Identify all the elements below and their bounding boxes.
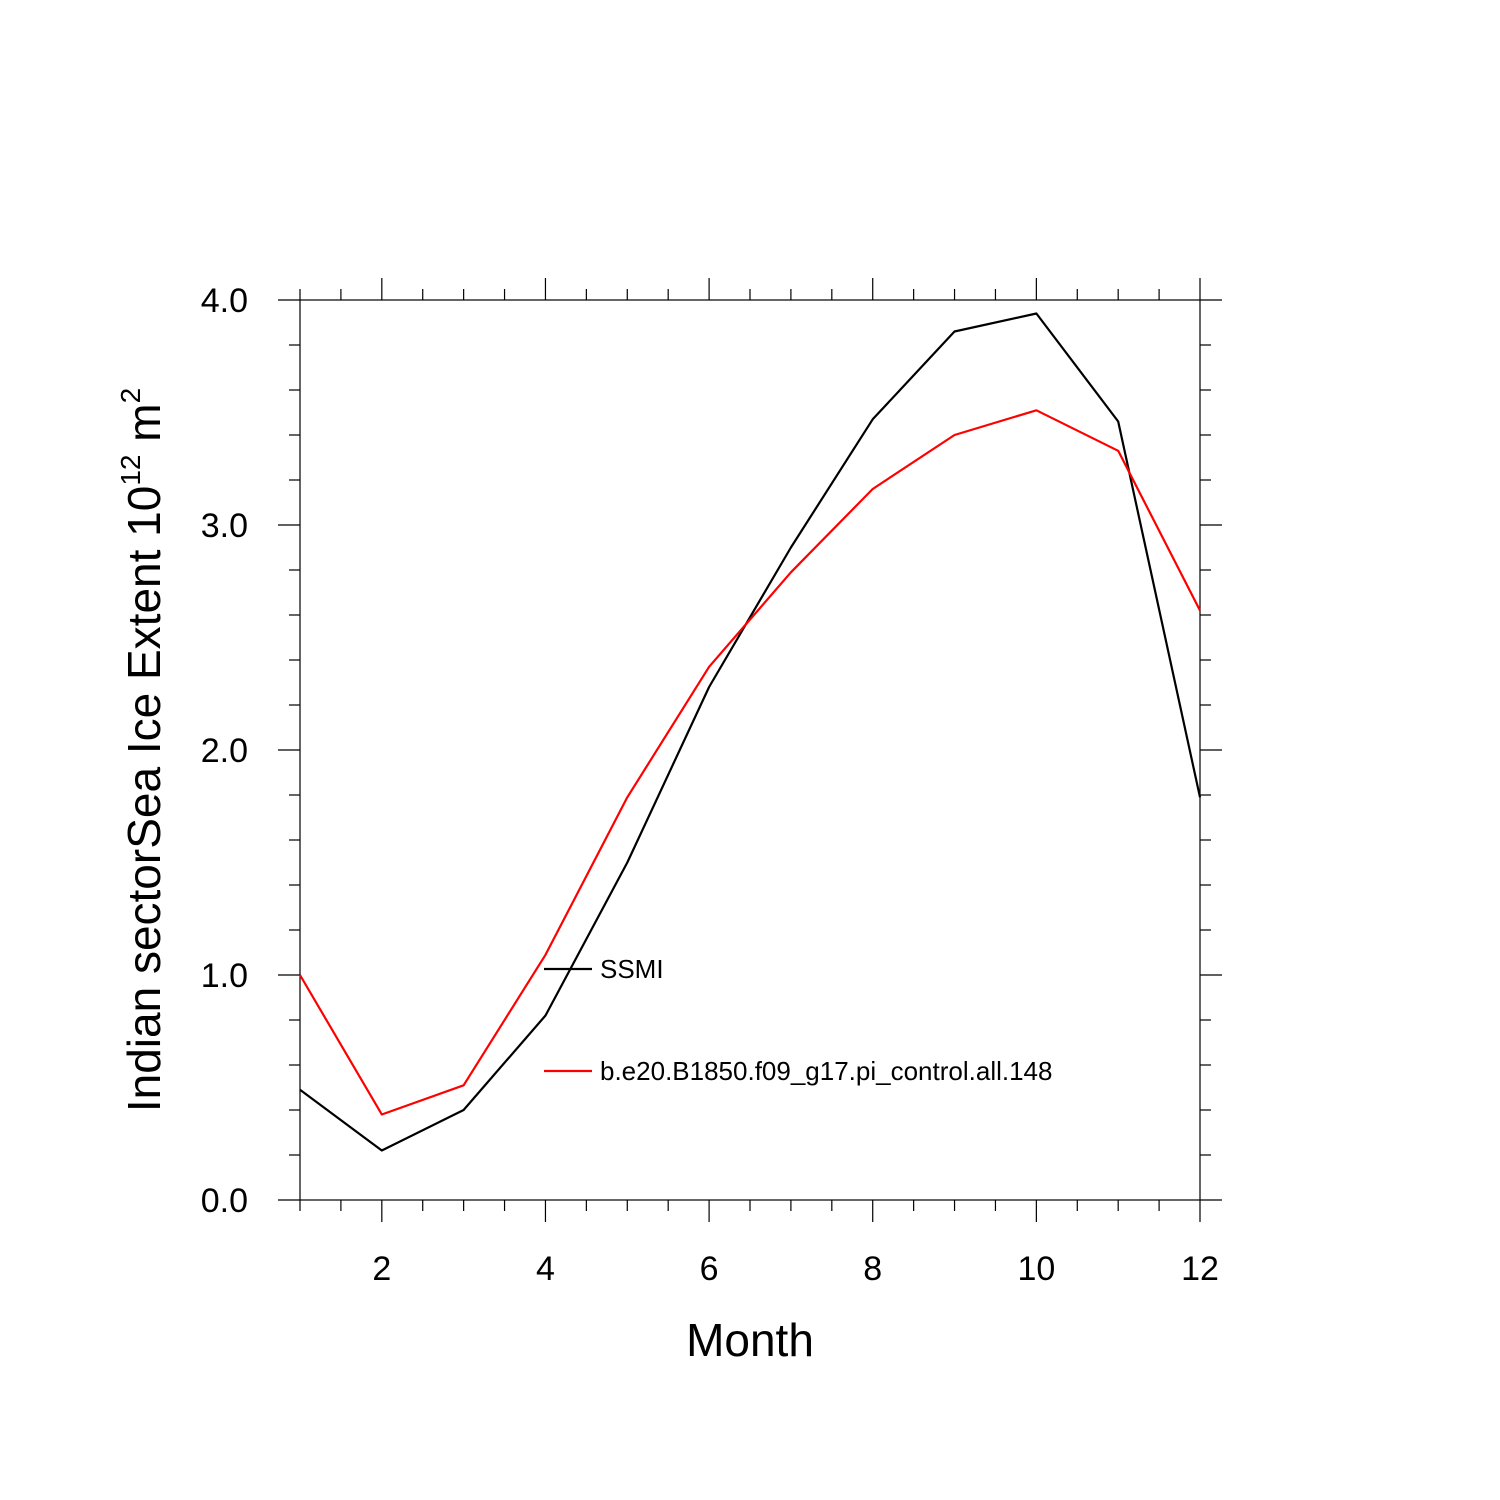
x-tick-label: 2 xyxy=(372,1250,391,1288)
x-axis-title: Month xyxy=(686,1314,814,1366)
y-tick-label: 4.0 xyxy=(201,282,248,320)
x-tick-labels: 2 4 6 8 10 12 xyxy=(372,1250,1219,1288)
y-tick-labels: 0.0 1.0 2.0 3.0 4.0 xyxy=(201,282,248,1220)
x-tick-label: 8 xyxy=(863,1250,882,1288)
y-axis-title-unit-exponent: 2 xyxy=(115,388,146,404)
legend: SSMI b.e20.B1850.f09_g17.pi_control.all.1… xyxy=(544,954,1052,1086)
y-tick-label: 1.0 xyxy=(201,957,248,995)
minor-ticks xyxy=(289,289,1211,1211)
x-tick-label: 4 xyxy=(536,1250,555,1288)
y-axis-title-unit: m xyxy=(118,403,170,454)
x-tick-label: 12 xyxy=(1181,1250,1219,1288)
series-line-model xyxy=(299,409,1201,1116)
y-axis-title-prefix: Indian sectorSea Ice Extent 10 xyxy=(118,486,170,1113)
series-lines xyxy=(299,312,1202,1152)
series-line-ssmi xyxy=(299,312,1202,1152)
major-ticks xyxy=(278,278,1222,1222)
x-tick-label: 10 xyxy=(1017,1250,1055,1288)
y-tick-label: 2.0 xyxy=(201,732,248,770)
y-axis-title: Indian sectorSea Ice Extent 1012 m2 xyxy=(115,388,170,1112)
legend-label: b.e20.B1850.f09_g17.pi_control.all.148 xyxy=(600,1056,1052,1086)
x-tick-label: 6 xyxy=(700,1250,719,1288)
y-axis-title-exponent: 12 xyxy=(115,455,146,486)
legend-label: SSMI xyxy=(600,954,664,984)
y-tick-label: 0.0 xyxy=(201,1182,248,1220)
y-tick-label: 3.0 xyxy=(201,507,248,545)
